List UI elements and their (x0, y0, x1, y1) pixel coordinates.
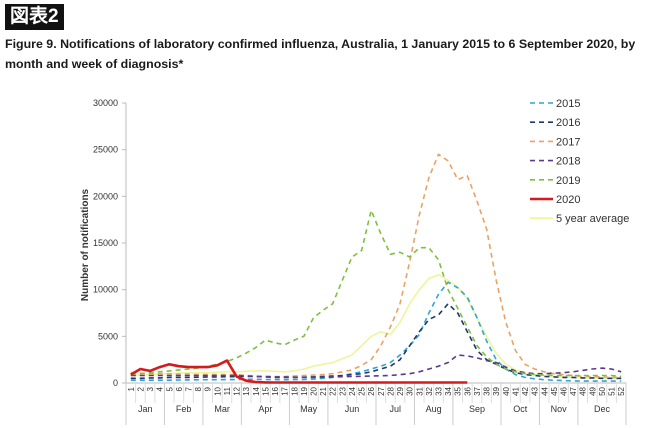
legend-label: 5 year average (556, 213, 629, 225)
y-tick-label: 15000 (93, 238, 118, 248)
series-line-5-year-average (130, 273, 622, 380)
week-label: 43 (531, 386, 540, 395)
series-line-2016 (130, 302, 622, 380)
figure-badge: 図表2 (5, 4, 64, 30)
week-label: 33 (435, 386, 444, 395)
month-label: Feb (176, 404, 192, 414)
month-label: May (300, 404, 318, 414)
week-label: 41 (511, 386, 520, 395)
y-tick-label: 5000 (98, 331, 118, 341)
week-label: 52 (617, 386, 626, 395)
month-label: Oct (513, 404, 528, 414)
y-tick-label: 20000 (93, 191, 118, 201)
week-label: 36 (463, 386, 472, 395)
week-label: 12 (233, 386, 242, 395)
y-axis-label: Number of notifications (80, 188, 91, 301)
week-label: 6 (175, 386, 184, 391)
week-label: 9 (204, 386, 213, 391)
series-line-2015 (130, 281, 622, 382)
legend-label: 2018 (556, 156, 580, 168)
week-label: 7 (185, 386, 194, 391)
week-label: 10 (213, 386, 222, 395)
y-tick-label: 30000 (93, 98, 118, 108)
week-label: 26 (367, 386, 376, 395)
figure-title: Figure 9. Notifications of laboratory co… (5, 37, 636, 71)
legend-label: 2020 (556, 194, 580, 206)
week-label: 18 (290, 386, 299, 395)
month-label: Jun (345, 404, 360, 414)
week-label: 17 (281, 386, 290, 395)
month-label: Apr (258, 404, 272, 414)
series-line-2018 (130, 354, 622, 379)
week-label: 15 (261, 386, 270, 395)
month-label: Mar (214, 404, 230, 414)
week-label: 28 (386, 386, 395, 395)
week-label: 27 (377, 386, 386, 395)
week-label: 5 (165, 386, 174, 391)
week-label: 34 (444, 386, 453, 395)
week-label: 48 (579, 386, 588, 395)
week-label: 51 (608, 386, 617, 395)
legend-label: 2016 (556, 117, 580, 129)
month-label: Nov (551, 404, 568, 414)
week-label: 4 (156, 386, 165, 391)
week-label: 31 (415, 386, 424, 395)
week-label: 22 (329, 386, 338, 395)
series-line-2017 (130, 153, 622, 379)
week-label: 49 (588, 386, 597, 395)
week-label: 2 (136, 386, 145, 391)
legend-label: 2017 (556, 136, 580, 148)
series-line-2020 (130, 359, 468, 384)
week-label: 50 (598, 386, 607, 395)
week-label: 46 (560, 386, 569, 395)
y-tick-label: 25000 (93, 145, 118, 155)
legend-label: 2015 (556, 98, 580, 110)
y-tick-label: 0 (113, 378, 118, 388)
month-label: Jan (138, 404, 153, 414)
week-label: 1 (127, 386, 136, 391)
week-label: 19 (300, 386, 309, 395)
week-label: 42 (521, 386, 530, 395)
y-tick-label: 10000 (93, 285, 118, 295)
month-label: Jul (389, 404, 401, 414)
week-label: 8 (194, 386, 203, 391)
week-label: 11 (223, 386, 232, 395)
legend-label: 2019 (556, 175, 580, 187)
month-label: Dec (594, 404, 611, 414)
week-label: 44 (540, 386, 549, 395)
week-label: 21 (319, 386, 328, 395)
week-label: 38 (483, 386, 492, 395)
month-label: Aug (426, 404, 442, 414)
week-label: 24 (348, 386, 357, 395)
week-label: 25 (358, 386, 367, 395)
week-label: 16 (271, 386, 280, 395)
week-label: 23 (338, 386, 347, 395)
week-label: 3 (146, 386, 155, 391)
week-label: 47 (569, 386, 578, 395)
week-label: 35 (454, 386, 463, 395)
week-label: 40 (502, 386, 511, 395)
week-label: 45 (550, 386, 559, 395)
week-label: 14 (252, 386, 261, 395)
week-label: 13 (242, 386, 251, 395)
week-label: 39 (492, 386, 501, 395)
week-label: 37 (473, 386, 482, 395)
month-label: Sep (469, 404, 485, 414)
week-label: 29 (396, 386, 405, 395)
week-label: 20 (310, 386, 319, 395)
week-label: 32 (425, 386, 434, 395)
week-label: 30 (406, 386, 415, 395)
